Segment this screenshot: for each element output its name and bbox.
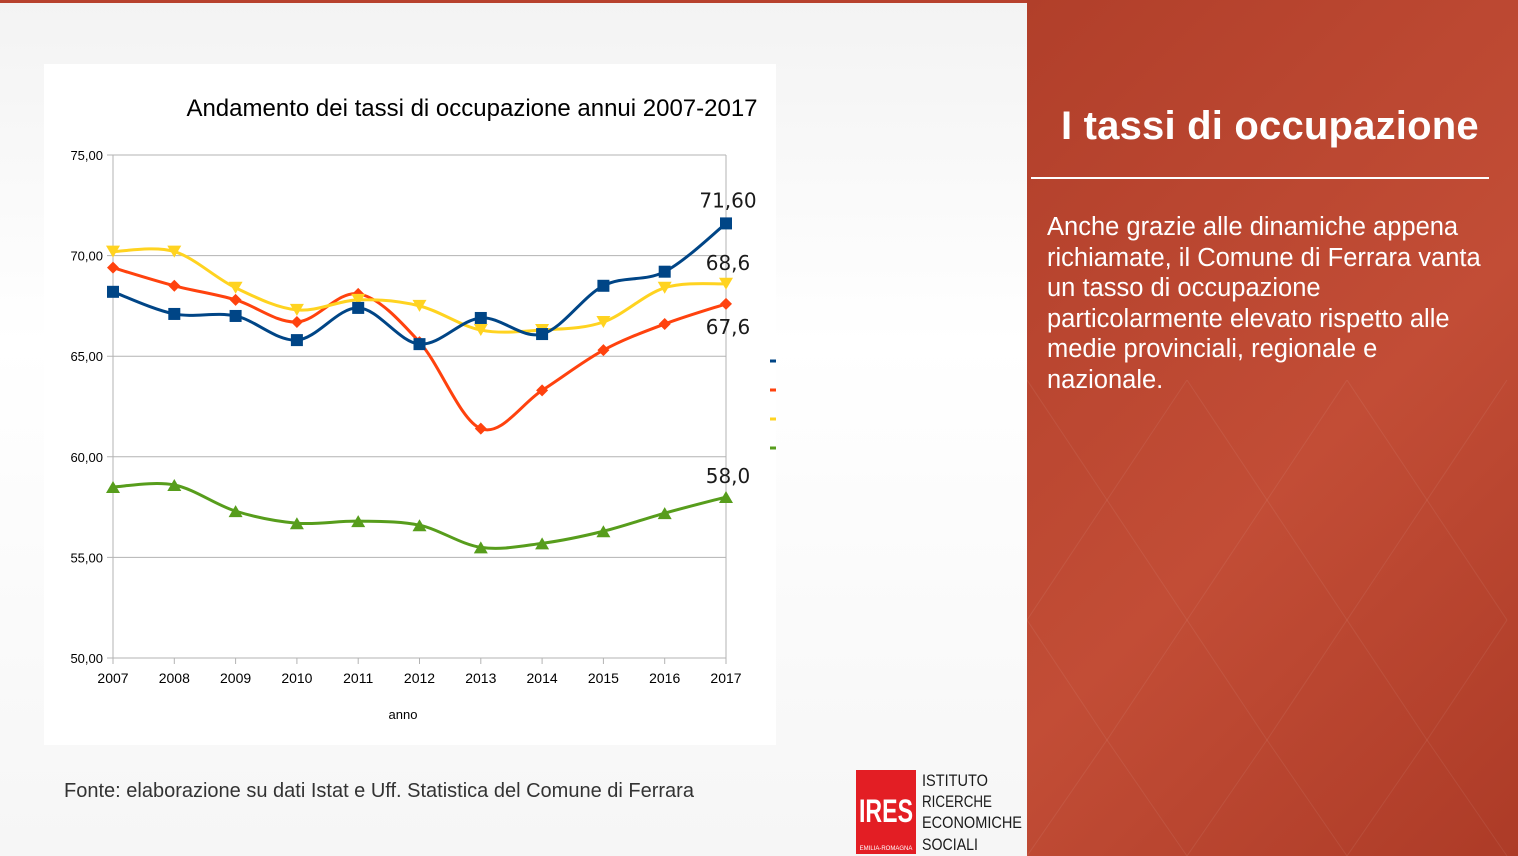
data-point-emilia-romagna [106,245,120,258]
line-chart: Andamento dei tassi di occupazione annui… [70,95,776,722]
right-text-panel: I tassi di occupazione Anche grazie alle… [1027,0,1518,856]
data-point-emilia-romagna [596,315,611,328]
panel-body-text: Anche grazie alle dinamiche appena richi… [1047,213,1481,394]
data-point-emilia-romagna [228,281,243,294]
series-line-italia [112,482,727,550]
y-tick-label: 50,00 [70,651,103,666]
logo-brand: IRES [859,793,913,829]
data-point-ferrara-provincia [168,279,181,292]
end-label-emilia-romagna: 68,6 [706,251,751,275]
series-ferrara-comune [107,217,732,351]
series-emilia-romagna [106,245,733,337]
axis-layer: 50,00 55,00 60,00 65,00 70,00 75,00 2007 2008 20… [70,148,741,686]
x-tick-label: 2008 [159,670,190,686]
data-point-ferrara-comune [229,309,242,322]
data-point-emilia-romagna [412,299,427,312]
legend-item-emilia-romagna: Emilia-Romagna [770,417,776,421]
logo-line-2: RICERCHE [922,792,992,811]
panel-title: I tassi di occupazione [1061,104,1479,148]
x-tick-label: 2012 [404,670,435,686]
logo-region: EMILIA-ROMAGNA [860,846,913,852]
data-point-ferrara-provincia [290,315,303,328]
x-tick-label: 2016 [649,670,680,686]
end-label-ferrara-comune: 71,60 [699,188,756,212]
data-point-italia [596,525,611,538]
data-point-ferrara-provincia [597,344,610,357]
data-point-italia [167,478,182,491]
data-point-ferrara-provincia [474,422,487,435]
legend-item-ferrara-comune: Ferrara comune [770,359,776,363]
slide-content: Andamento dei tassi di occupazione annui… [44,64,1022,854]
background-pattern [1027,380,1508,856]
y-tick-label: 70,00 [70,249,103,264]
data-point-italia [351,515,366,528]
data-point-ferrara-comune [413,338,426,351]
x-tick-label: 2009 [220,670,251,686]
ires-logo: IRES EMILIA-ROMAGNA ISTITUTO RICERCHE EC… [856,770,1022,854]
data-point-italia [412,519,427,532]
top-accent-line [0,0,1028,3]
data-point-ferrara-provincia [720,297,732,310]
x-axis-label: anno [389,707,418,722]
legend: Ferrara comune Ferrara provincia Emilia-Ro… [770,359,776,450]
series-italia [106,478,733,554]
end-label-ferrara-provincia: 67,6 [706,315,751,339]
data-point-ferrara-provincia [107,261,119,274]
x-tick-label: 2007 [97,670,128,686]
data-label-layer: 71,60 67,6 68,6 58,0 [699,188,756,488]
data-point-ferrara-provincia [658,318,671,331]
series-line-ferrara-comune [112,222,727,346]
data-point-italia [289,517,304,530]
data-point-ferrara-comune [290,334,303,347]
data-point-ferrara-comune [474,311,487,324]
x-tick-label: 2013 [465,670,496,686]
x-tick-label: 2017 [710,670,741,686]
data-point-ferrara-provincia [536,384,549,397]
data-point-emilia-romagna [719,277,733,290]
series-layer [106,217,733,554]
data-point-ferrara-comune [107,285,119,298]
data-point-italia [106,480,120,493]
y-tick-label: 60,00 [70,450,103,465]
data-point-emilia-romagna [473,324,488,337]
x-tick-label: 2014 [527,670,558,686]
series-line-emilia-romagna [112,247,727,334]
data-point-ferrara-comune [720,217,732,230]
logo-red-block [856,770,916,854]
legend-item-ferrara-provincia: Ferrara provincia [770,388,776,392]
x-tick-label: 2011 [343,670,373,686]
data-point-emilia-romagna [167,245,182,258]
data-point-ferrara-comune [597,279,610,292]
data-point-italia [719,491,733,504]
data-point-italia [473,541,488,554]
logo-line-3: ECONOMICHE [922,813,1022,832]
data-point-emilia-romagna [289,303,304,316]
legend-item-italia: Italia [770,446,776,450]
data-point-ferrara-comune [168,307,181,320]
data-point-italia [657,507,672,520]
y-tick-label: 75,00 [70,148,103,163]
y-tick-label: 65,00 [70,349,103,364]
chart-panel: Andamento dei tassi di occupazione annui… [44,64,776,745]
data-point-emilia-romagna [351,293,366,306]
logo-line-1: ISTITUTO [922,771,988,790]
chart-title: Andamento dei tassi di occupazione annui… [186,95,757,122]
data-point-ferrara-provincia [229,293,242,306]
data-point-ferrara-comune [658,265,671,278]
data-point-italia [535,537,550,550]
x-tick-label: 2015 [588,670,619,686]
source-note: Fonte: elaborazione su dati Istat e Uff.… [64,780,694,802]
data-point-emilia-romagna [657,281,672,294]
end-label-italia: 58,0 [706,464,751,488]
data-point-ferrara-comune [536,328,549,341]
data-point-ferrara-comune [352,301,365,314]
grid-layer [107,154,726,659]
data-point-italia [228,505,243,518]
title-divider [1031,177,1489,179]
x-tick-label: 2010 [281,670,312,686]
logo-line-4: SOCIALI [922,835,978,854]
y-tick-label: 55,00 [70,550,103,565]
